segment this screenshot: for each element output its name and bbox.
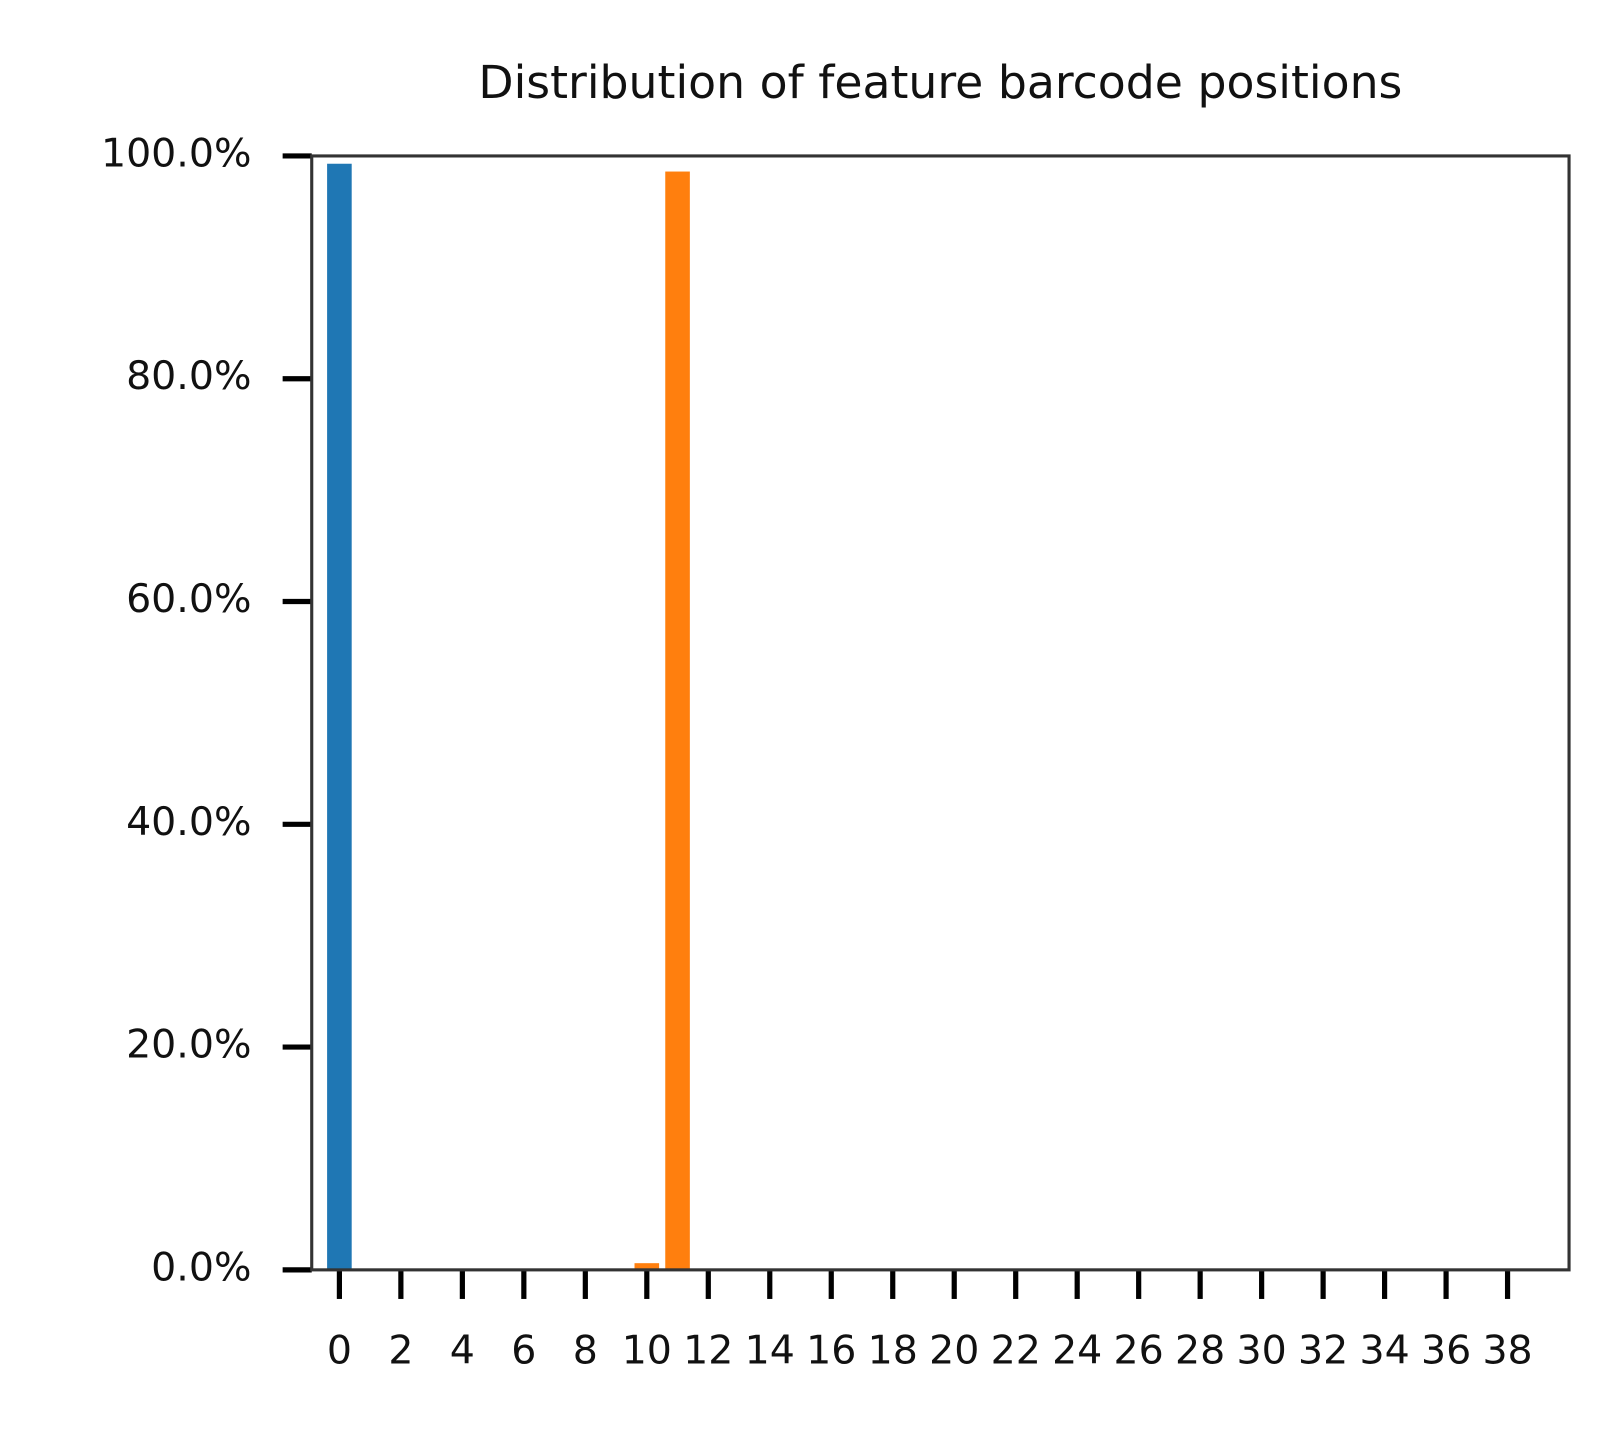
x-tick-label: 16 [806,1327,856,1373]
x-tick-label: 34 [1359,1327,1409,1373]
chart-title: Distribution of feature barcode position… [478,56,1402,109]
y-tick-label: 100.0% [101,130,251,176]
x-tick-label: 28 [1175,1327,1225,1373]
x-tick-label: 10 [622,1327,672,1373]
x-tick-label: 30 [1237,1327,1287,1373]
x-tick-label: 20 [929,1327,979,1373]
x-tick-label: 26 [1114,1327,1164,1373]
x-tick-label: 32 [1298,1327,1348,1373]
y-tick-label: 40.0% [126,799,251,845]
x-tick-label: 0 [327,1327,352,1373]
y-tick-label: 20.0% [126,1022,251,1068]
bar [327,163,352,1270]
y-tick-label: 60.0% [126,576,251,622]
plot-area: 0.0%20.0%40.0%60.0%80.0%100.0%0 2 4 6 8 10 12 1… [101,130,1533,1373]
x-tick-label: 18 [868,1327,918,1373]
y-tick-label: 0.0% [151,1244,251,1290]
bar [665,171,690,1270]
x-tick-label: 4 [450,1327,475,1373]
x-tick-label: 8 [573,1327,598,1373]
x-tick-label: 6 [511,1327,536,1373]
x-tick-label: 12 [683,1327,733,1373]
bar [634,1263,660,1270]
x-tick-label: 38 [1482,1327,1532,1373]
x-tick-label: 14 [745,1327,795,1373]
axes-frame [310,154,1571,1272]
x-tick-label: 36 [1421,1327,1471,1373]
x-tick-label: 24 [1052,1327,1102,1373]
x-tick-label: 22 [991,1327,1041,1373]
x-tick-label: 2 [388,1327,413,1373]
y-tick-label: 80.0% [126,353,251,399]
